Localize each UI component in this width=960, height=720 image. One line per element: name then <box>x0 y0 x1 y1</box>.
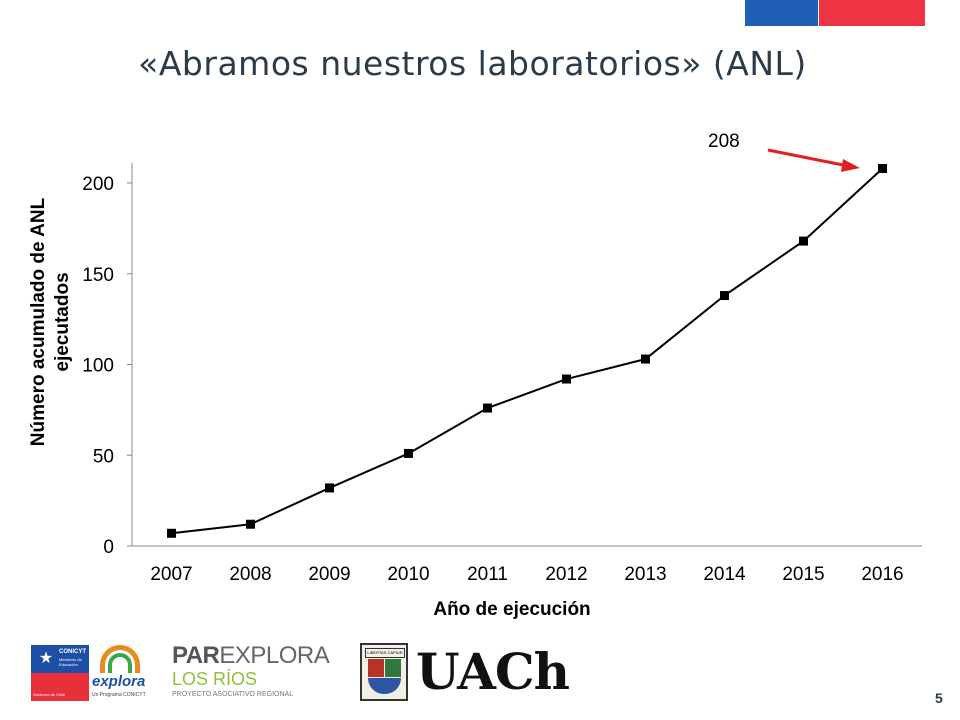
y-tick-label: 150 <box>82 265 114 286</box>
x-tick-label: 2016 <box>861 564 903 585</box>
x-axis-title: Año de ejecución <box>433 599 590 620</box>
y-tick-label: 0 <box>103 537 114 558</box>
conicyt-sub: Ministerio de Educación <box>59 657 82 667</box>
uach-logo: LIBERTAS CAPIUR UACh <box>358 640 570 706</box>
explora-sub: Un Programa CONICYT <box>92 692 146 698</box>
uach-wordmark: UACh <box>416 642 570 701</box>
conicyt-footer: Gobierno de Chile <box>33 692 66 697</box>
data-point <box>641 354 650 364</box>
y-axis-title-line-2: ejecutados <box>52 272 73 371</box>
data-point <box>562 374 571 384</box>
y-tick-label: 100 <box>82 356 114 377</box>
y-tick-label: 200 <box>82 174 114 195</box>
conicyt-star-icon: ★ <box>38 650 54 667</box>
annotation-arrow <box>767 148 849 168</box>
data-point <box>799 236 808 246</box>
flag-bar <box>745 0 925 26</box>
y-tick-label: 50 <box>93 446 114 467</box>
y-axis-title-line-1: Número acumulado de ANL <box>28 197 49 446</box>
x-tick-label: 2011 <box>467 564 508 585</box>
conicyt-logo: ★ CONICYT Ministerio de Educación Gobier… <box>31 645 89 701</box>
data-point <box>878 163 887 173</box>
chart-series <box>167 163 887 538</box>
parexplora-par: PAR <box>172 642 220 669</box>
x-tick-label: 2009 <box>308 564 350 585</box>
chart-axes <box>131 163 922 547</box>
data-point <box>246 519 255 529</box>
flag-blue-block <box>745 0 818 26</box>
slide-number: 5 <box>935 690 943 706</box>
uach-seal-icon: LIBERTAS CAPIUR <box>360 643 408 701</box>
conicyt-name: CONICYT <box>59 649 86 655</box>
slide-title: «Abramos nuestros laboratorios» (ANL) <box>138 44 807 83</box>
parexplora-line2: LOS RÍOS <box>172 669 258 689</box>
parexplora-line1: PAREXPLORA <box>172 642 330 670</box>
data-point <box>325 483 334 493</box>
series-line <box>171 167 884 535</box>
parexplora-explora: EXPLORA <box>219 642 330 669</box>
x-tick-label: 2007 <box>150 564 192 585</box>
explora-arc-icon <box>100 645 140 673</box>
x-tick-label: 2013 <box>624 564 666 585</box>
footer-logos: ★ CONICYT Ministerio de Educación Gobier… <box>0 640 960 710</box>
x-tick-label: 2008 <box>229 564 271 585</box>
x-tick-label: 2010 <box>387 564 429 585</box>
explora-name: explora <box>92 673 146 690</box>
annotation-label: 208 <box>708 131 740 152</box>
parexplora-logo: PAREXPLORA LOS RÍOS PROYECTO ASOCIATIVO … <box>172 642 332 704</box>
x-tick-label: 2014 <box>703 564 746 585</box>
x-tick-label: 2015 <box>782 564 824 585</box>
data-point <box>404 448 413 458</box>
flag-red-block <box>819 0 925 26</box>
line-chart: 0 50 100 150 200 2007 2008 2009 2010 2011 2012 2013… <box>28 131 922 620</box>
data-point <box>483 403 492 413</box>
chart-ticks: 0 50 100 150 200 2007 2008 2009 2010 2011 2012 2013… <box>82 174 903 585</box>
annotation-arrowhead <box>841 159 860 172</box>
x-tick-label: 2012 <box>545 564 587 585</box>
data-point <box>167 528 176 538</box>
parexplora-line3: PROYECTO ASOCIATIVO REGIONAL <box>172 691 294 698</box>
data-point <box>720 291 729 301</box>
explora-logo: explora Un Programa CONICYT <box>90 645 154 701</box>
uach-seal-banner: LIBERTAS CAPIUR <box>365 648 405 658</box>
